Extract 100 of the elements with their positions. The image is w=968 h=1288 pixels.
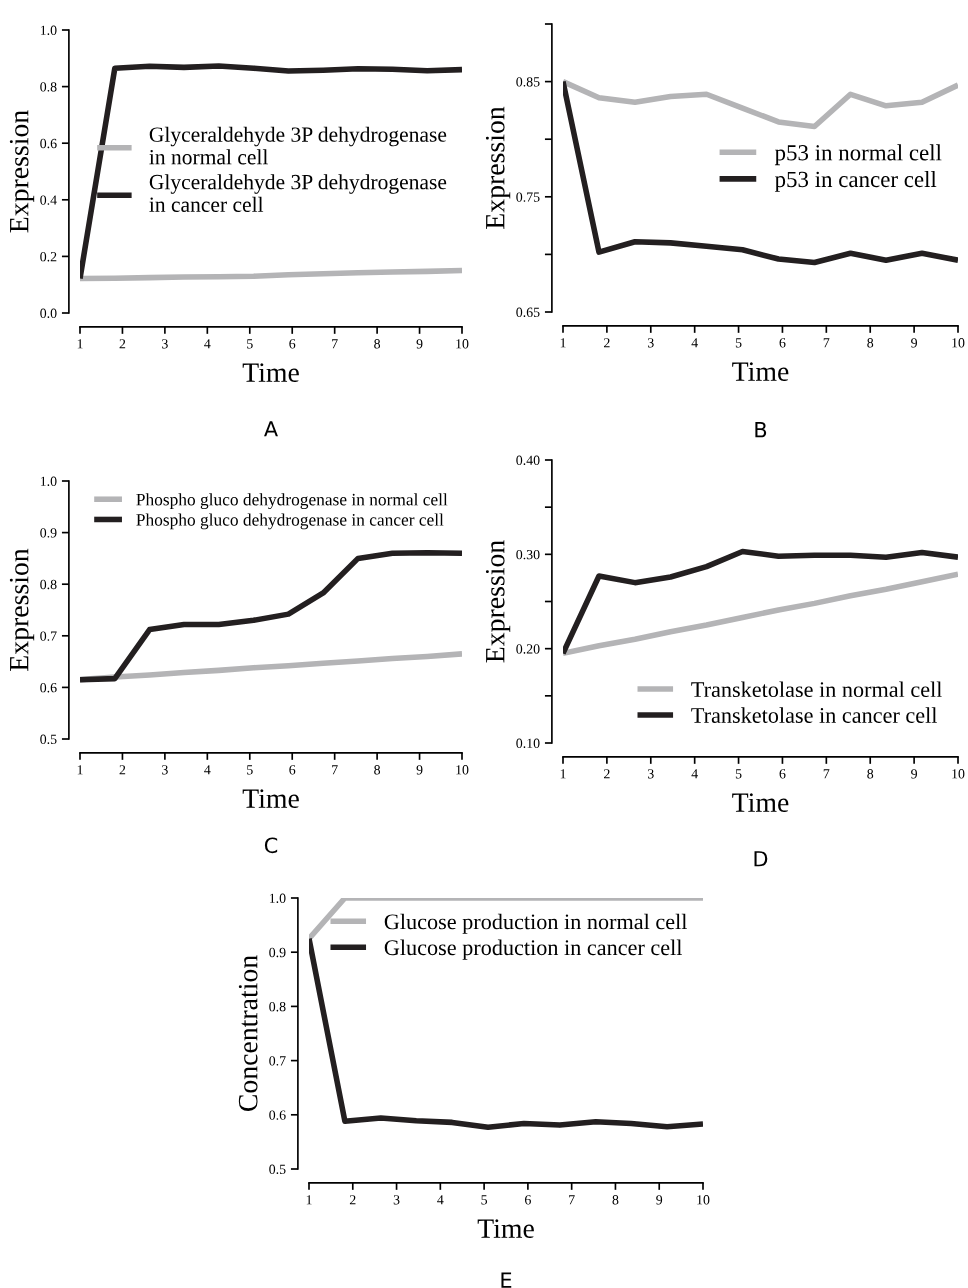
y-tick-label: 0.8 <box>40 579 57 590</box>
x-tick-label: 5 <box>481 1195 488 1205</box>
x-tick-label: 1 <box>77 765 83 775</box>
x-tick-label: 2 <box>119 765 126 775</box>
x-tick-label: 7 <box>332 765 338 775</box>
x-tick-label: 5 <box>247 765 253 775</box>
x-tick-label: 5 <box>247 339 253 349</box>
x-tick-label: 7 <box>569 1195 575 1205</box>
x-axis-title: Time <box>242 363 299 382</box>
x-tick-label: 9 <box>416 339 423 349</box>
x-tick-label: 8 <box>867 769 874 779</box>
y-tick-label: 1.0 <box>40 476 57 487</box>
y-tick-label: 0.7 <box>40 631 57 641</box>
x-tick-label: 10 <box>697 1195 710 1205</box>
legend-label: Transketolase in normal cell <box>691 681 942 698</box>
x-tick-label: 2 <box>604 769 610 779</box>
x-tick-label: 8 <box>612 1195 619 1205</box>
text: E <box>501 1272 512 1288</box>
y-tick-label: 0.6 <box>269 1110 286 1120</box>
x-tick-label: 5 <box>735 769 742 779</box>
y-tick-label: 0.2 <box>40 251 57 262</box>
x-tick-label: 2 <box>119 339 126 349</box>
x-tick-label: 4 <box>204 339 211 349</box>
y-tick-label: 0.6 <box>40 682 57 693</box>
text: A <box>264 421 278 437</box>
y-tick-label: 0.0 <box>40 308 57 319</box>
y-tick-label: 0.85 <box>516 77 540 87</box>
x-axis-title: Time <box>242 789 299 808</box>
y-axis-title: Concentration <box>238 955 258 1112</box>
x-tick-label: 4 <box>204 765 211 775</box>
x-tick-label: 8 <box>867 338 874 348</box>
x-tick-label: 6 <box>289 765 296 775</box>
y-tick-label: 0.7 <box>269 1056 286 1066</box>
x-tick-label: 9 <box>911 769 918 779</box>
y-axis-title: Expression <box>9 548 35 671</box>
legend-label: Glyceraldehyde 3P dehydrogenase in normal cell <box>149 126 447 165</box>
x-tick-label: 3 <box>647 769 654 779</box>
y-tick-label: 1.0 <box>269 893 286 904</box>
x-tick-label: 1 <box>306 1195 312 1205</box>
y-tick-label: 0.9 <box>269 947 286 958</box>
x-tick-label: 3 <box>647 338 654 348</box>
y-tick-label: 0.10 <box>516 738 540 749</box>
legend-label: p53 in cancer cell <box>774 171 937 192</box>
text: B <box>755 422 767 438</box>
y-tick-label: 0.8 <box>269 1001 286 1012</box>
text: C <box>264 837 278 854</box>
y-tick-label: 0.8 <box>40 82 57 92</box>
y-axis-title: Expression <box>485 540 511 663</box>
x-tick-label: 3 <box>162 765 168 775</box>
x-tick-label: 10 <box>456 765 469 775</box>
y-axis-title: Expression <box>9 110 35 233</box>
y-tick-label: 0.30 <box>516 549 540 560</box>
x-tick-label: 2 <box>604 338 610 348</box>
y-tick-label: 0.65 <box>516 307 540 318</box>
x-axis-title: Time <box>477 1219 534 1238</box>
x-tick-label: 7 <box>332 339 338 349</box>
x-tick-label: 6 <box>289 339 296 349</box>
x-axis-title: Time <box>732 362 789 381</box>
y-tick-label: 0.20 <box>516 644 540 654</box>
x-tick-label: 1 <box>77 339 83 349</box>
x-tick-label: 6 <box>525 1195 531 1205</box>
legend-label: Glucose production in normal cell <box>384 913 687 934</box>
x-tick-label: 10 <box>952 338 965 348</box>
x-tick-label: 2 <box>349 1195 356 1205</box>
x-tick-label: 7 <box>823 769 830 779</box>
legend-label: Phospho gluco dehydrogenase in normal cell <box>136 493 448 510</box>
y-axis-title: Expression <box>485 106 511 229</box>
y-tick-label: 0.9 <box>40 528 57 538</box>
legend-label: Glucose production in cancer cell <box>384 939 683 960</box>
x-tick-label: 3 <box>393 1195 400 1205</box>
text: D <box>754 851 768 867</box>
y-tick-label: 0.5 <box>269 1164 286 1175</box>
x-tick-label: 8 <box>374 765 381 775</box>
x-tick-label: 9 <box>416 765 423 775</box>
legend-label: Glyceraldehyde 3P dehydrogenase in cancer cell <box>149 174 447 212</box>
legend-label: p53 in normal cell <box>774 144 942 166</box>
x-tick-label: 1 <box>560 338 566 348</box>
x-tick-label: 10 <box>952 769 965 779</box>
x-tick-label: 1 <box>560 769 566 779</box>
x-tick-label: 4 <box>691 338 698 348</box>
x-tick-label: 7 <box>823 338 830 348</box>
x-tick-label: 6 <box>779 338 786 348</box>
x-tick-label: 9 <box>656 1195 663 1205</box>
y-tick-label: 0.5 <box>40 734 57 745</box>
legend-label: Phospho gluco dehydrogenase in cancer cell <box>136 513 444 530</box>
x-tick-label: 5 <box>735 338 742 348</box>
x-tick-label: 4 <box>437 1195 444 1205</box>
x-tick-label: 3 <box>162 339 168 349</box>
x-tick-label: 8 <box>374 339 381 349</box>
x-tick-label: 9 <box>911 338 918 348</box>
x-axis-title: Time <box>732 793 789 812</box>
x-tick-label: 4 <box>691 769 698 779</box>
x-tick-label: 6 <box>779 769 786 779</box>
y-tick-label: 0.40 <box>516 455 540 466</box>
y-tick-label: 1.0 <box>40 25 57 36</box>
legend-label: Transketolase in cancer cell <box>691 707 938 723</box>
y-tick-label: 0.4 <box>40 195 57 205</box>
y-tick-label: 0.75 <box>516 192 540 202</box>
x-tick-label: 10 <box>456 339 469 349</box>
y-tick-label: 0.6 <box>40 138 57 149</box>
